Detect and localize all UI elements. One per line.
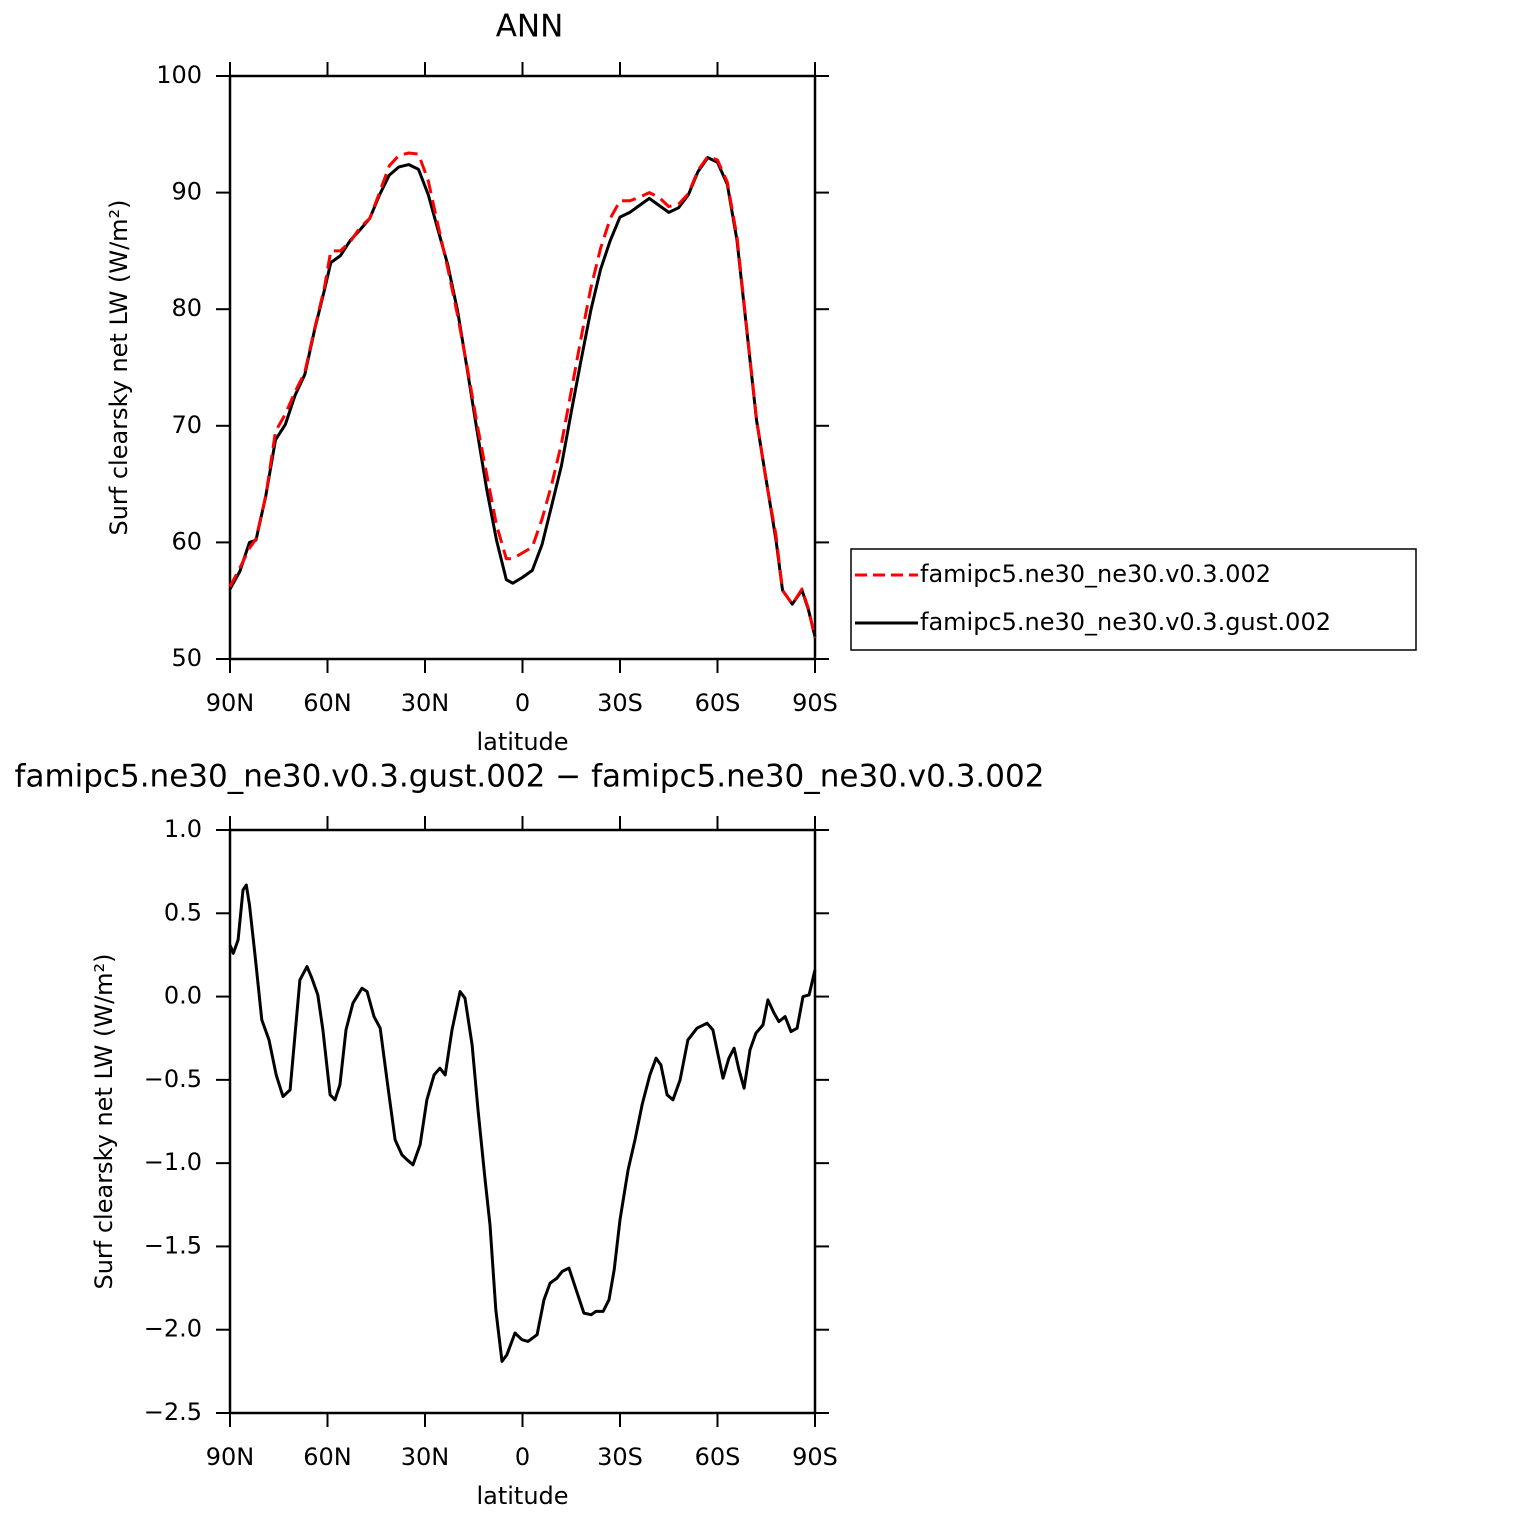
y-axis-label: Surf clearsky net LW (W/m²) — [90, 953, 118, 1289]
legend-label: famipc5.ne30_ne30.v0.3.gust.002 — [920, 608, 1331, 636]
chart-title: famipc5.ne30_ne30.v0.3.gust.002 − famipc… — [15, 759, 1045, 795]
y-axis-label: Surf clearsky net LW (W/m²) — [105, 199, 133, 535]
x-tick-label: 60N — [303, 689, 352, 717]
x-tick-label: 90N — [206, 1443, 255, 1471]
x-tick-label: 60S — [695, 1443, 741, 1471]
x-tick-label: 90S — [792, 689, 838, 717]
y-tick-label: 80 — [171, 294, 202, 322]
x-tick-label: 30S — [597, 1443, 643, 1471]
y-tick-label: −2.5 — [144, 1398, 202, 1426]
x-tick-label: 0 — [515, 689, 530, 717]
y-tick-label: −1.5 — [144, 1231, 202, 1259]
data-line — [228, 156, 817, 638]
x-axis-label: latitude — [476, 1482, 568, 1510]
x-tick-label: 90N — [206, 689, 255, 717]
legend-box — [850, 548, 1417, 651]
plot-frame — [228, 828, 817, 1415]
x-tick-label: 60N — [303, 1443, 352, 1471]
x-tick-label: 30S — [597, 689, 643, 717]
x-tick-label: 0 — [515, 1443, 530, 1471]
x-tick-label: 30N — [401, 1443, 450, 1471]
y-tick-label: 70 — [171, 411, 202, 439]
chart-title: ANN — [496, 9, 564, 45]
y-tick-label: 60 — [171, 527, 202, 555]
y-tick-label: 0.0 — [164, 982, 202, 1010]
data-line — [228, 883, 817, 1363]
y-tick-label: 100 — [156, 61, 202, 89]
y-tick-label: −0.5 — [144, 1065, 202, 1093]
data-line — [228, 151, 817, 639]
y-tick-label: 90 — [171, 178, 202, 206]
x-tick-label: 90S — [792, 1443, 838, 1471]
plot-frame — [228, 74, 817, 661]
y-tick-label: 50 — [171, 644, 202, 672]
y-tick-label: 1.0 — [164, 815, 202, 843]
x-axis-label: latitude — [476, 728, 568, 756]
x-tick-label: 60S — [695, 689, 741, 717]
x-tick-label: 30N — [401, 689, 450, 717]
y-tick-label: 0.5 — [164, 898, 202, 926]
y-tick-label: −1.0 — [144, 1148, 202, 1176]
legend-label: famipc5.ne30_ne30.v0.3.002 — [920, 560, 1271, 588]
y-tick-label: −2.0 — [144, 1315, 202, 1343]
